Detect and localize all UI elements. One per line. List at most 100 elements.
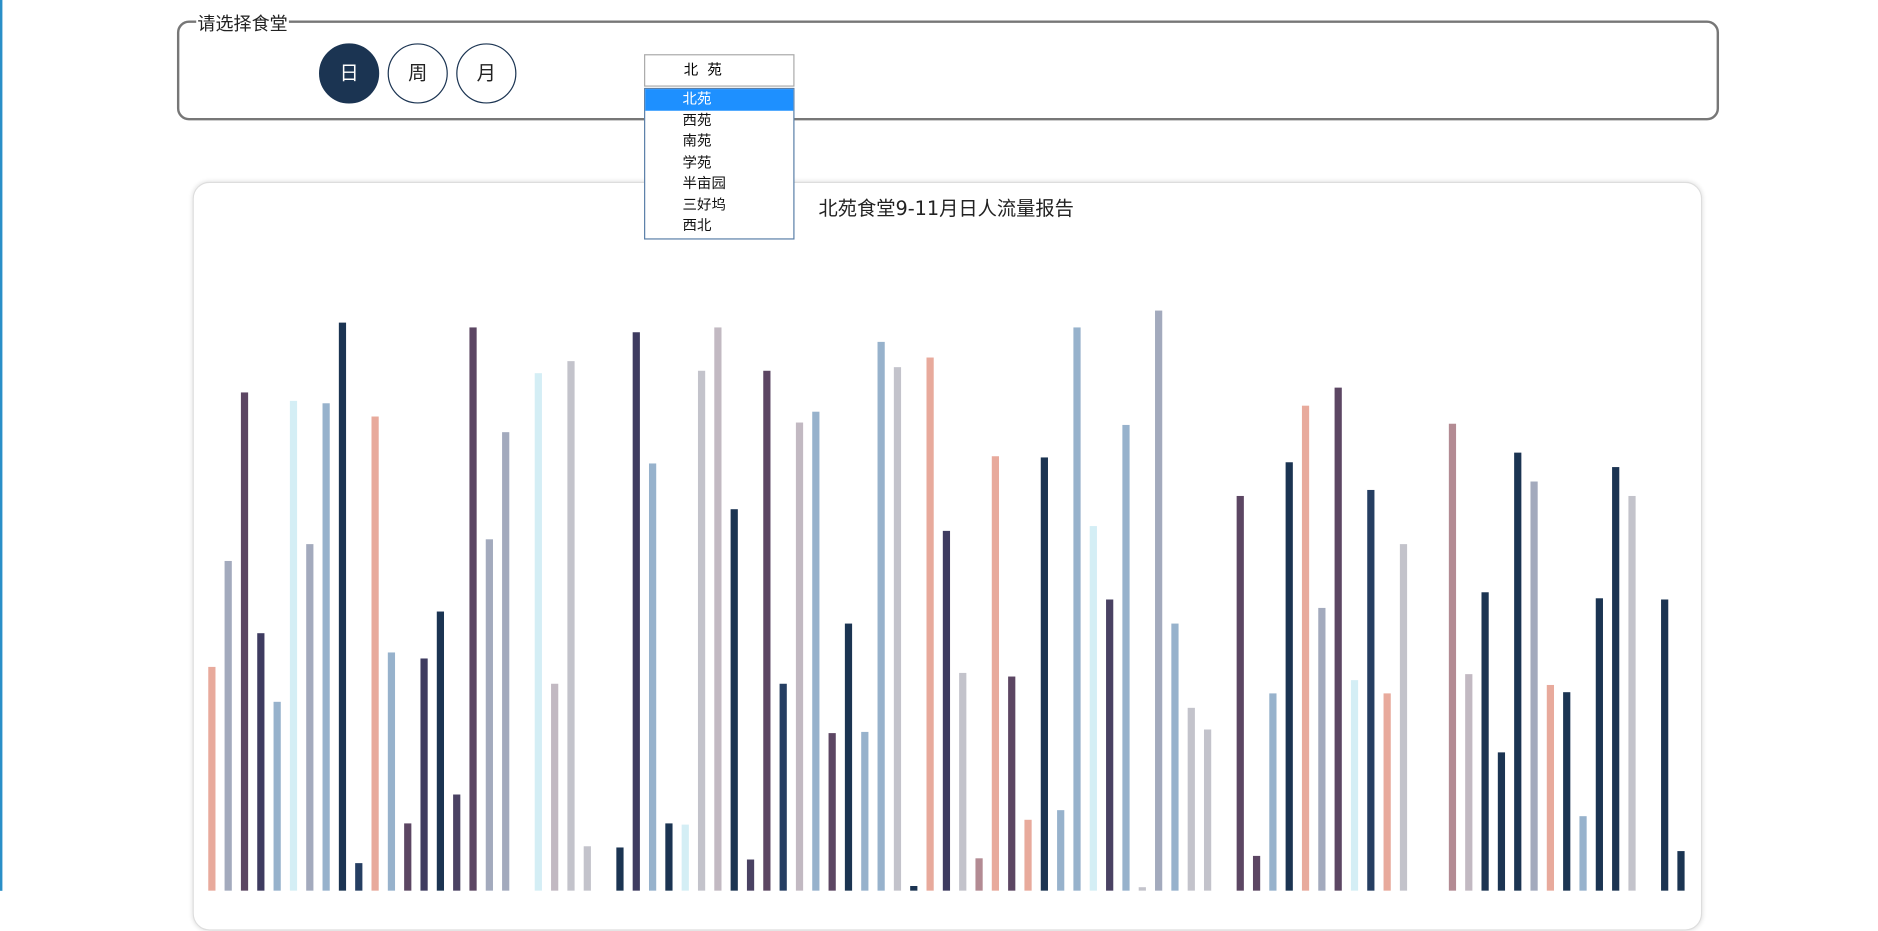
canteen-select[interactable]: 北 苑 — [644, 54, 795, 87]
bar — [289, 400, 298, 891]
bar — [534, 373, 542, 891]
day-button[interactable]: 日 — [319, 43, 380, 104]
bar — [583, 846, 591, 891]
bar — [453, 794, 461, 891]
bar — [893, 367, 902, 891]
bar — [1057, 810, 1065, 891]
bar — [1514, 452, 1522, 891]
bar — [1350, 680, 1359, 891]
bar — [844, 623, 853, 891]
bar — [1089, 526, 1097, 891]
panel-legend: 请选择食堂 — [196, 10, 289, 37]
bar — [1236, 495, 1244, 891]
bar — [975, 858, 983, 891]
bar — [877, 341, 885, 891]
bar — [665, 823, 673, 891]
bar — [1106, 599, 1114, 891]
bar — [812, 411, 820, 891]
bar — [1285, 462, 1293, 891]
bar — [1171, 623, 1179, 891]
bar — [795, 422, 804, 891]
bar — [1122, 424, 1130, 891]
bar — [1661, 599, 1669, 891]
bar — [632, 332, 640, 891]
bar — [1579, 816, 1587, 891]
bar — [1595, 598, 1603, 891]
bar — [1497, 752, 1506, 891]
viewport: 请选择食堂 日 周 月 北 苑 北苑 西苑南苑学苑半亩园三好坞西北 北苑食堂9-1… — [0, 0, 1720, 931]
page: 请选择食堂 日 周 月 北 苑 北苑 西苑南苑学苑半亩园三好坞西北 北苑食堂9-1… — [0, 0, 1720, 931]
bar — [1040, 457, 1048, 891]
dropdown-option[interactable]: 三好坞 — [682, 195, 726, 213]
bar — [681, 824, 689, 891]
bar — [1138, 887, 1146, 891]
bar — [436, 611, 445, 891]
bar — [1677, 851, 1685, 891]
bar — [1481, 592, 1489, 891]
dropdown-option[interactable]: 西北 — [682, 216, 712, 234]
bar — [1546, 684, 1555, 891]
bar — [469, 327, 477, 891]
bar — [942, 530, 951, 891]
bar — [746, 859, 755, 891]
bar — [1530, 481, 1538, 891]
bar — [1155, 310, 1163, 891]
bar — [697, 370, 706, 891]
dropdown-option[interactable]: 半亩园 — [682, 174, 726, 192]
bar — [1448, 423, 1457, 891]
bar — [616, 847, 624, 891]
bar — [273, 701, 281, 891]
bar — [1024, 819, 1032, 891]
bar — [257, 633, 265, 891]
bar — [1612, 467, 1620, 891]
bar — [1318, 607, 1326, 891]
bar — [1073, 327, 1081, 891]
bar — [1252, 855, 1261, 891]
bar — [551, 683, 559, 891]
bar — [371, 416, 379, 891]
bar — [648, 463, 657, 891]
bar — [1203, 729, 1212, 891]
bar — [387, 652, 396, 891]
bar — [910, 885, 918, 891]
dropdown-option[interactable]: 西苑 — [682, 111, 712, 129]
bar — [567, 361, 575, 891]
bar — [1269, 693, 1277, 891]
canteen-panel — [176, 20, 1720, 121]
bar — [240, 392, 249, 891]
bar — [1628, 495, 1636, 891]
bar — [828, 733, 836, 891]
bar — [763, 370, 771, 891]
bar — [959, 672, 967, 891]
bar — [861, 731, 869, 891]
week-button[interactable]: 周 — [387, 43, 448, 104]
bar — [779, 683, 787, 891]
month-button[interactable]: 月 — [456, 43, 517, 104]
bar — [338, 322, 347, 891]
bar — [714, 327, 722, 891]
bar — [224, 560, 232, 891]
bar — [1465, 674, 1473, 891]
window-edge — [0, 0, 3, 891]
bar — [926, 357, 934, 891]
bar — [1334, 387, 1342, 891]
bar — [1383, 693, 1391, 891]
bar — [322, 403, 330, 891]
dropdown-option[interactable]: 北苑 — [645, 89, 794, 111]
bar — [485, 539, 493, 891]
dropdown-list: 北苑 西苑南苑学苑半亩园三好坞西北 — [644, 87, 795, 240]
dropdown-option[interactable]: 南苑 — [682, 132, 712, 150]
bar — [1399, 544, 1408, 891]
dropdown-option[interactable]: 学苑 — [682, 153, 712, 171]
bar — [355, 863, 363, 891]
bar — [1187, 707, 1195, 891]
bar — [1301, 405, 1310, 891]
bar — [1563, 692, 1571, 891]
bar — [404, 823, 412, 891]
chart-title: 北苑食堂9-11月日人流量报告 — [818, 197, 1073, 220]
chart: 北苑食堂9-11月日人流量报告 — [208, 197, 1685, 891]
bar — [306, 544, 314, 891]
bar — [730, 509, 738, 891]
bar — [208, 666, 216, 891]
bar — [991, 456, 1000, 891]
